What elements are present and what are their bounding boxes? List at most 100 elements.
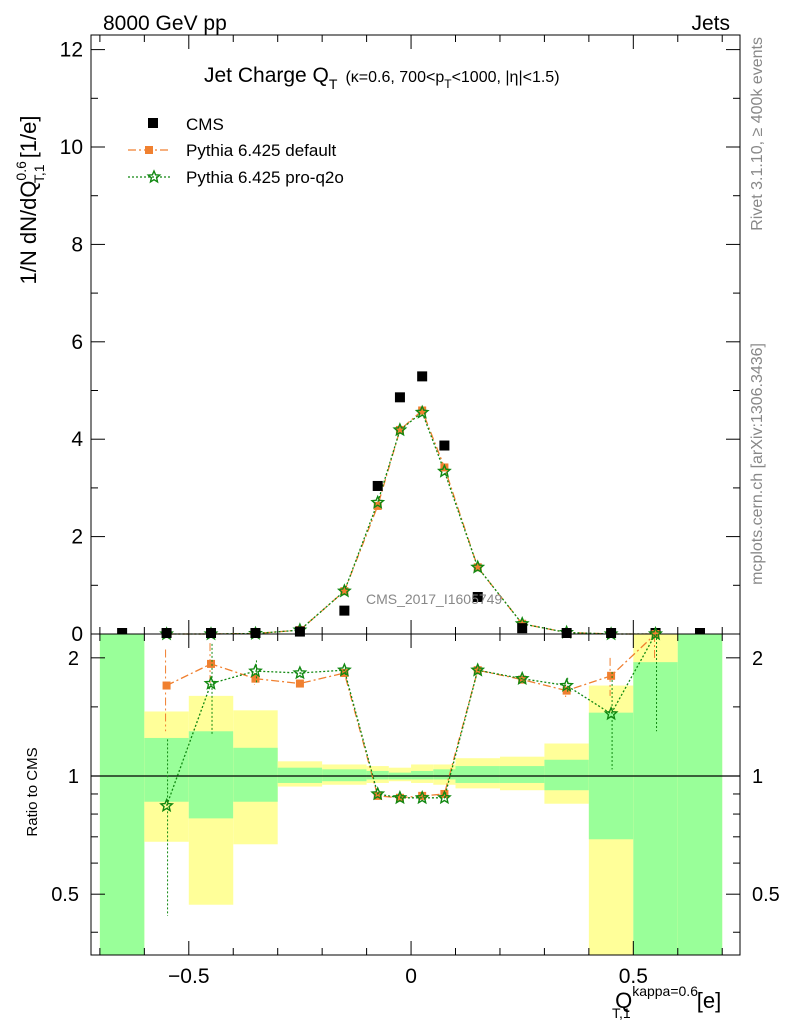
cms-point — [339, 605, 350, 616]
cms-point — [394, 392, 405, 403]
ratio-band-green — [633, 662, 678, 955]
ratio-band-green — [544, 759, 589, 791]
ratio-series — [159, 626, 663, 916]
cms-point — [161, 628, 172, 638]
proq2o-point — [470, 559, 486, 574]
cms-point — [439, 440, 450, 451]
legend-marker-cms — [148, 118, 158, 128]
ratio-ytick-label-left: 2 — [68, 648, 79, 670]
main-axes: 0 2 4 6 8 10 12 — [60, 34, 741, 646]
ratio-proq2o-point — [414, 789, 430, 805]
ratio-band-green — [277, 767, 323, 783]
ratio-proq2o-point — [436, 789, 452, 805]
ratio-proq2o-point — [370, 786, 386, 801]
legend-marker-proq2o — [146, 169, 162, 184]
ratio-bands — [99, 634, 723, 955]
chart-title-detail: (κ=0.6, 700<p — [345, 69, 444, 86]
main-ytick-label: 8 — [71, 233, 83, 256]
cms-point — [372, 480, 383, 491]
ratio-default-point — [295, 679, 304, 688]
proq2o-point — [370, 494, 386, 509]
ratio-band-green — [233, 747, 278, 802]
ratio-band-green — [411, 770, 434, 780]
legend-star-shape — [146, 169, 162, 184]
proq2o-point — [392, 422, 408, 437]
ratio-band-green — [322, 769, 367, 782]
default-point — [418, 406, 427, 415]
cms-point — [294, 626, 305, 637]
ratio-xlabel-sub: T,1 — [612, 1005, 631, 1021]
ratio-ytick-label-right: 1 — [752, 766, 763, 788]
chart-title-sub: T — [329, 76, 338, 92]
cms-point — [694, 628, 705, 638]
ratio-band-green — [144, 737, 189, 802]
chart-title-detail-rest: <1000, |η|<1.5) — [452, 69, 560, 86]
ratio-default-point — [651, 630, 660, 638]
ratio-xlabel-sup: kappa=0.6 — [632, 983, 698, 999]
energy-label: 8000 GeV pp — [103, 12, 227, 35]
main-ytick-label: 6 — [71, 331, 83, 354]
legend-label-cms: CMS — [186, 115, 224, 134]
legend: CMS Pythia 6.425 default Pythia 6.425 pr… — [128, 115, 344, 187]
ratio-band-green — [188, 731, 234, 819]
ratio-default-point — [251, 674, 260, 683]
ratio-proq2o-point — [603, 705, 619, 721]
main-ylabel-text: 1/N dN/dQ — [16, 181, 41, 285]
main-ytick-label: 10 — [60, 136, 83, 159]
cms-point — [561, 628, 572, 638]
cms-point — [117, 628, 128, 638]
ratio-axes: 0.5 0.5 1 1 2 2 −0.5 0 0.5 — [51, 633, 780, 988]
ratio-xlabel-text: Q — [615, 988, 632, 1013]
default-point — [395, 425, 404, 434]
cms-point — [250, 628, 261, 638]
default-point — [473, 563, 482, 572]
ratio-ytick-label-left: 1 — [68, 766, 79, 788]
ratio-proq2o-point — [559, 677, 575, 692]
ratio-proq2o-point — [248, 663, 263, 678]
main-ylabel-sub: T,1 — [31, 164, 47, 183]
legend-label-default: Pythia 6.425 default — [186, 141, 337, 160]
ratio-xtick-label: 0.5 — [619, 965, 648, 988]
ratio-band-green — [99, 634, 145, 955]
main-ytick-label: 0 — [71, 623, 83, 646]
proq2o-point — [336, 583, 352, 598]
chart-title-detail-sub: T — [444, 77, 452, 91]
proq2o-point — [436, 463, 452, 478]
main-ytick-label: 4 — [71, 428, 83, 451]
ratio-ylabel: Ratio to CMS — [24, 747, 41, 836]
ratio-ytick-label-right: 2 — [752, 648, 763, 670]
main-ylabel: 1/N dN/dQ0.6 T,1 [1/e] — [13, 115, 47, 284]
ratio-band-green — [366, 770, 389, 780]
ratio-band-green — [677, 634, 723, 955]
ratio-ytick-label-right: 0.5 — [752, 884, 780, 906]
rivet-label: Rivet 3.1.10, ≥ 400k events — [749, 37, 766, 231]
process-label: Jets — [691, 12, 730, 35]
ratio-proq2o-point — [648, 626, 663, 641]
legend-label-proq2o: Pythia 6.425 pro-q2o — [186, 168, 344, 187]
ratio-band-green — [433, 769, 456, 780]
ratio-default-point — [373, 791, 382, 800]
cms-point — [472, 591, 483, 602]
main-ytick-label: 2 — [71, 526, 83, 549]
cms-point — [417, 371, 428, 382]
ratio-xlabel: Qkappa=0.6 T,1 [e] — [612, 983, 721, 1021]
ratio-proq2o-point — [514, 670, 530, 685]
default-point — [340, 587, 349, 596]
cms-point — [206, 628, 217, 638]
ratio-band-green — [499, 766, 545, 783]
ratio-band-green — [455, 766, 500, 783]
ratio-default-point — [207, 659, 216, 668]
analysis-id: CMS_2017_I1605749 — [366, 591, 502, 607]
ratio-default-point — [440, 789, 449, 798]
cms-point — [517, 623, 528, 634]
main-ylabel-unit: [1/e] — [16, 115, 41, 164]
ratio-proq2o-point — [336, 662, 352, 677]
main-ytick-label: 12 — [60, 39, 83, 62]
ratio-default-point — [607, 671, 616, 680]
ratio-proq2o-point — [470, 662, 486, 677]
main-series — [117, 371, 705, 641]
legend-marker-default — [145, 146, 153, 154]
ratio-default-point — [562, 686, 571, 695]
ratio-ytick-label-left: 0.5 — [51, 884, 79, 906]
